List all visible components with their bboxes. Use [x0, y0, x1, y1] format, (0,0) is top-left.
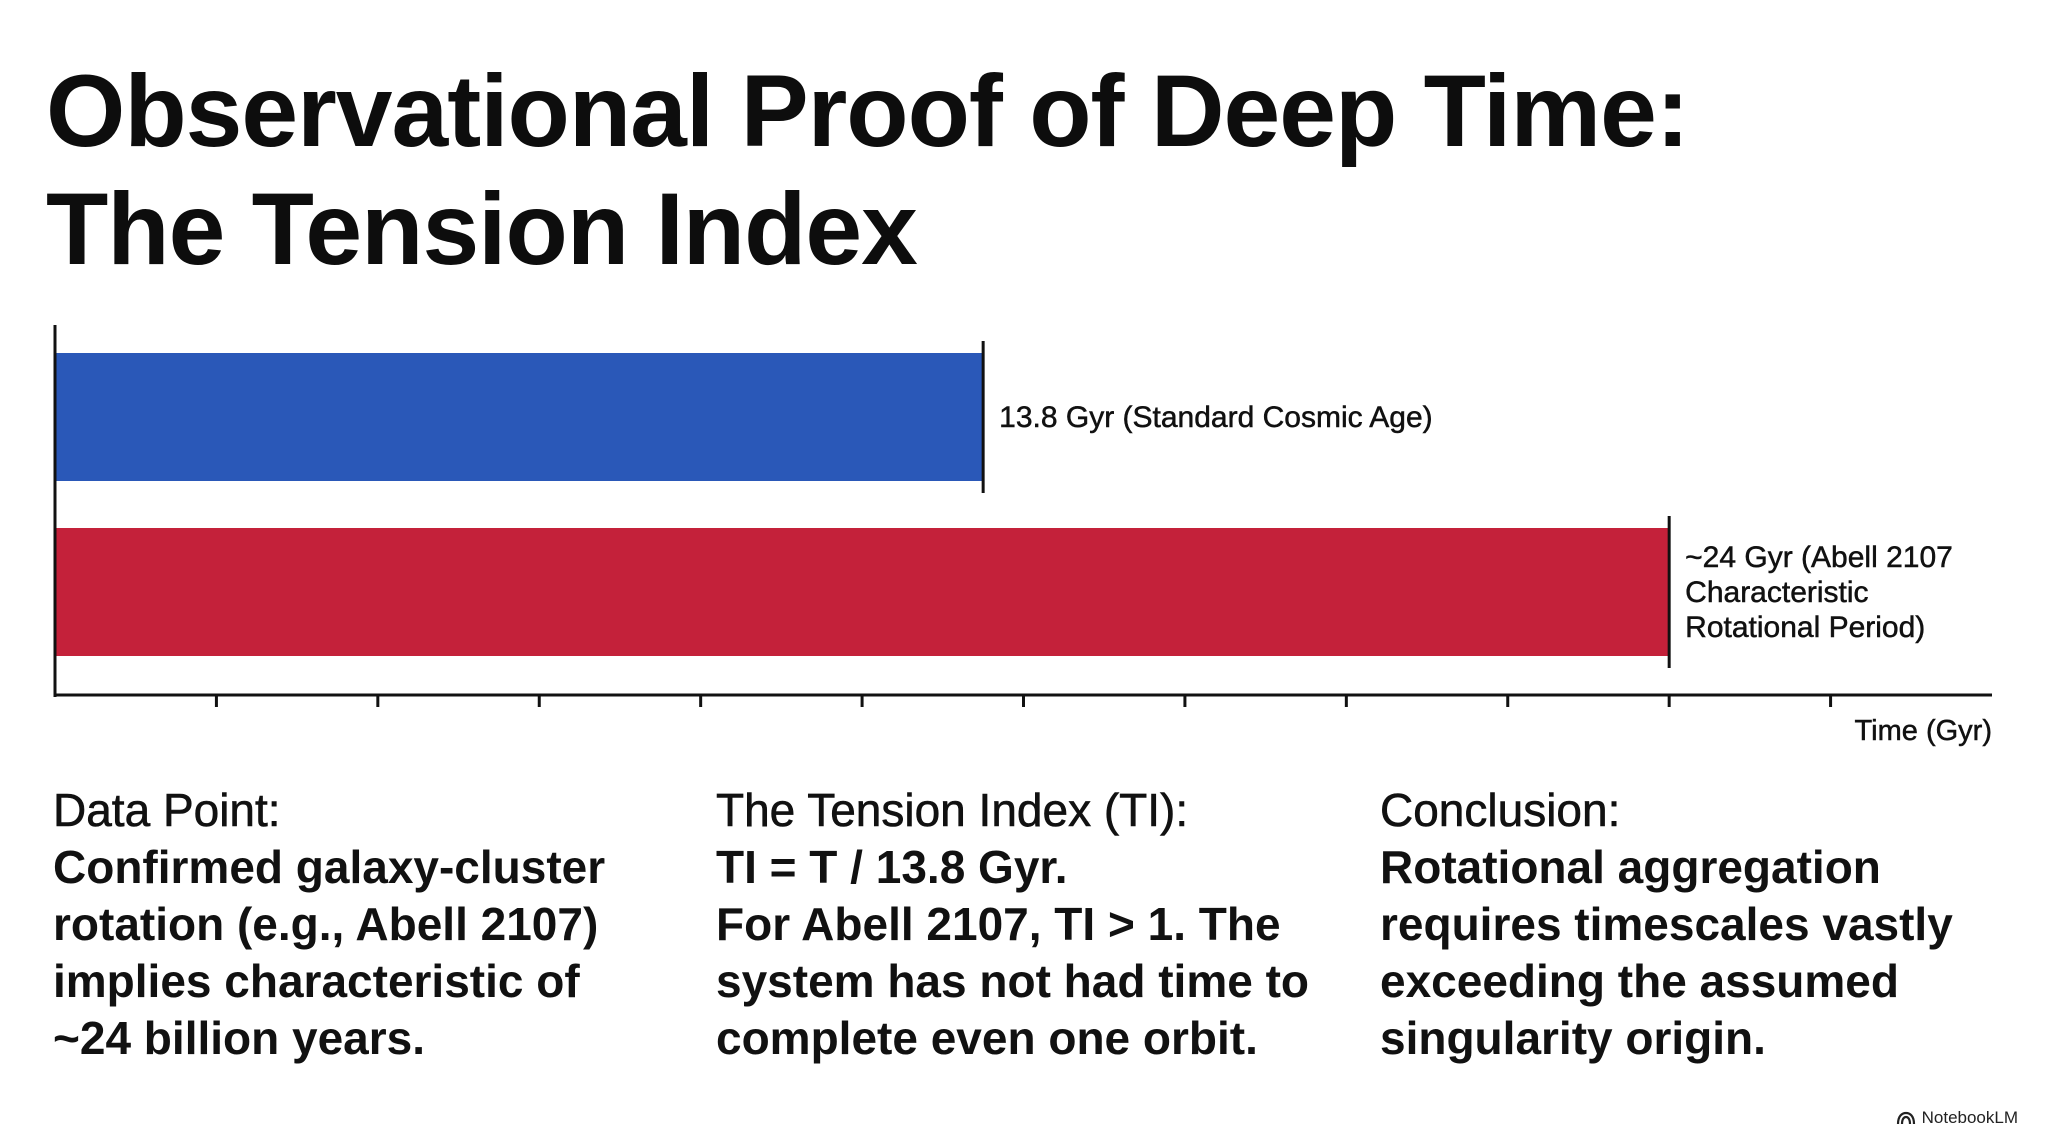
notebooklm-logo-icon: [1896, 1111, 1915, 1125]
bar-0: [55, 353, 984, 481]
tension-index-line: TI = T / 13.8 Gyr.: [716, 841, 1068, 893]
data-point-heading: Data Point:: [53, 784, 281, 837]
conclusion-line: requires timescales vastly: [1380, 898, 1953, 950]
data-point-column: Data Point: Confirmed galaxy-cluster rot…: [53, 782, 693, 1067]
conclusion-column: Conclusion: Rotational aggregation requi…: [1380, 782, 2020, 1067]
tension-index-line: complete even one orbit.: [716, 1012, 1258, 1064]
brand-label: NotebookLM: [1921, 1108, 2018, 1127]
conclusion-line: Rotational aggregation: [1380, 841, 1881, 893]
notebooklm-brand: NotebookLM: [1896, 1108, 2018, 1128]
bar-1: [55, 528, 1670, 656]
conclusion-heading: Conclusion:: [1380, 784, 1621, 837]
page-title: Observational Proof of Deep Time: The Te…: [46, 52, 1946, 288]
title-line-2: The Tension Index: [46, 172, 918, 286]
tension-index-heading: The Tension Index (TI):: [716, 784, 1189, 837]
data-point-line: implies characteristic of: [53, 955, 580, 1007]
x-axis-label: Time (Gyr): [1855, 715, 1992, 747]
conclusion-line: singularity origin.: [1380, 1012, 1766, 1064]
bar-label-0: 13.8 Gyr (Standard Cosmic Age): [999, 401, 1433, 434]
data-point-line: rotation (e.g., Abell 2107): [53, 898, 599, 950]
title-line-1: Observational Proof of Deep Time:: [46, 54, 1690, 168]
conclusion-line: exceeding the assumed: [1380, 955, 1899, 1007]
bar-chart: 13.8 Gyr (Standard Cosmic Age) ~24 Gyr (A…: [53, 325, 1992, 747]
tension-index-line: system has not had time to: [716, 955, 1310, 1007]
tension-index-line: For Abell 2107, TI > 1. The: [716, 898, 1281, 950]
data-point-line: ~24 billion years.: [53, 1012, 426, 1064]
bar-label-1: ~24 Gyr (Abell 2107 Characteristic Rotatio…: [1685, 541, 1953, 644]
tension-index-column: The Tension Index (TI): TI = T / 13.8 Gy…: [716, 782, 1356, 1067]
data-point-line: Confirmed galaxy-cluster: [53, 841, 606, 893]
